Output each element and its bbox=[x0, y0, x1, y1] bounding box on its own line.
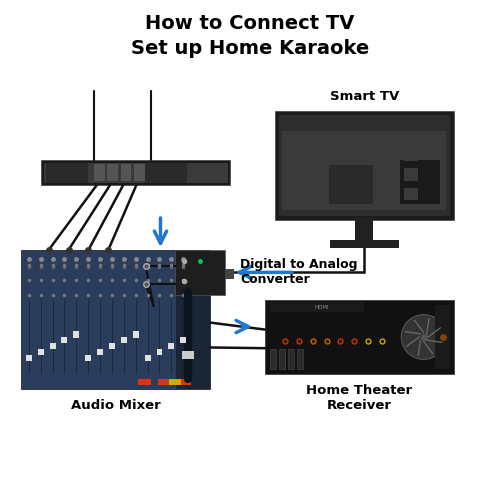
Bar bbox=[85, 355, 91, 362]
Bar bbox=[404, 188, 418, 200]
Bar bbox=[270, 302, 364, 312]
Bar bbox=[404, 148, 418, 160]
Bar bbox=[275, 111, 454, 220]
Bar bbox=[168, 343, 174, 349]
Bar bbox=[225, 269, 234, 279]
Bar bbox=[41, 160, 230, 186]
Bar bbox=[168, 379, 181, 385]
Bar bbox=[38, 349, 44, 356]
Bar bbox=[50, 343, 56, 349]
Text: How to Connect TV: How to Connect TV bbox=[146, 14, 354, 33]
Text: Smart TV: Smart TV bbox=[330, 90, 399, 104]
Bar bbox=[109, 343, 115, 349]
Bar bbox=[178, 379, 190, 385]
Bar bbox=[404, 168, 418, 180]
Bar bbox=[400, 160, 440, 204]
Bar bbox=[176, 250, 225, 294]
Bar bbox=[158, 379, 170, 385]
Bar bbox=[182, 352, 194, 360]
Text: Digital to Analog
Converter: Digital to Analog Converter bbox=[240, 258, 358, 286]
Bar bbox=[435, 304, 450, 370]
Bar bbox=[121, 337, 127, 344]
Bar bbox=[22, 250, 210, 389]
Bar bbox=[44, 163, 228, 183]
Bar bbox=[328, 166, 374, 204]
Bar bbox=[62, 337, 68, 344]
Text: Audio Mixer: Audio Mixer bbox=[71, 399, 160, 412]
Bar bbox=[296, 350, 302, 370]
Bar bbox=[270, 350, 276, 370]
Bar bbox=[46, 163, 88, 183]
Circle shape bbox=[402, 314, 446, 360]
Bar bbox=[279, 115, 450, 216]
Bar bbox=[356, 218, 374, 242]
Bar bbox=[120, 164, 132, 182]
Bar bbox=[156, 349, 162, 356]
Bar bbox=[108, 164, 118, 182]
Bar bbox=[94, 164, 105, 182]
Text: HDMI: HDMI bbox=[314, 304, 329, 310]
Text: Set up Home Karaoke: Set up Home Karaoke bbox=[131, 38, 369, 58]
Bar bbox=[145, 163, 186, 183]
Bar bbox=[74, 331, 80, 338]
Bar bbox=[180, 337, 186, 344]
Bar bbox=[282, 130, 446, 210]
Bar bbox=[144, 355, 150, 362]
Bar bbox=[97, 349, 103, 356]
Bar bbox=[26, 355, 32, 362]
Bar bbox=[330, 240, 399, 248]
Bar bbox=[138, 379, 151, 385]
Text: Home Theater
Receiver: Home Theater Receiver bbox=[306, 384, 412, 412]
Bar bbox=[133, 331, 138, 338]
Bar bbox=[176, 250, 210, 389]
Bar bbox=[288, 350, 294, 370]
Bar bbox=[134, 164, 144, 182]
Bar bbox=[265, 300, 454, 374]
Bar bbox=[279, 350, 285, 370]
